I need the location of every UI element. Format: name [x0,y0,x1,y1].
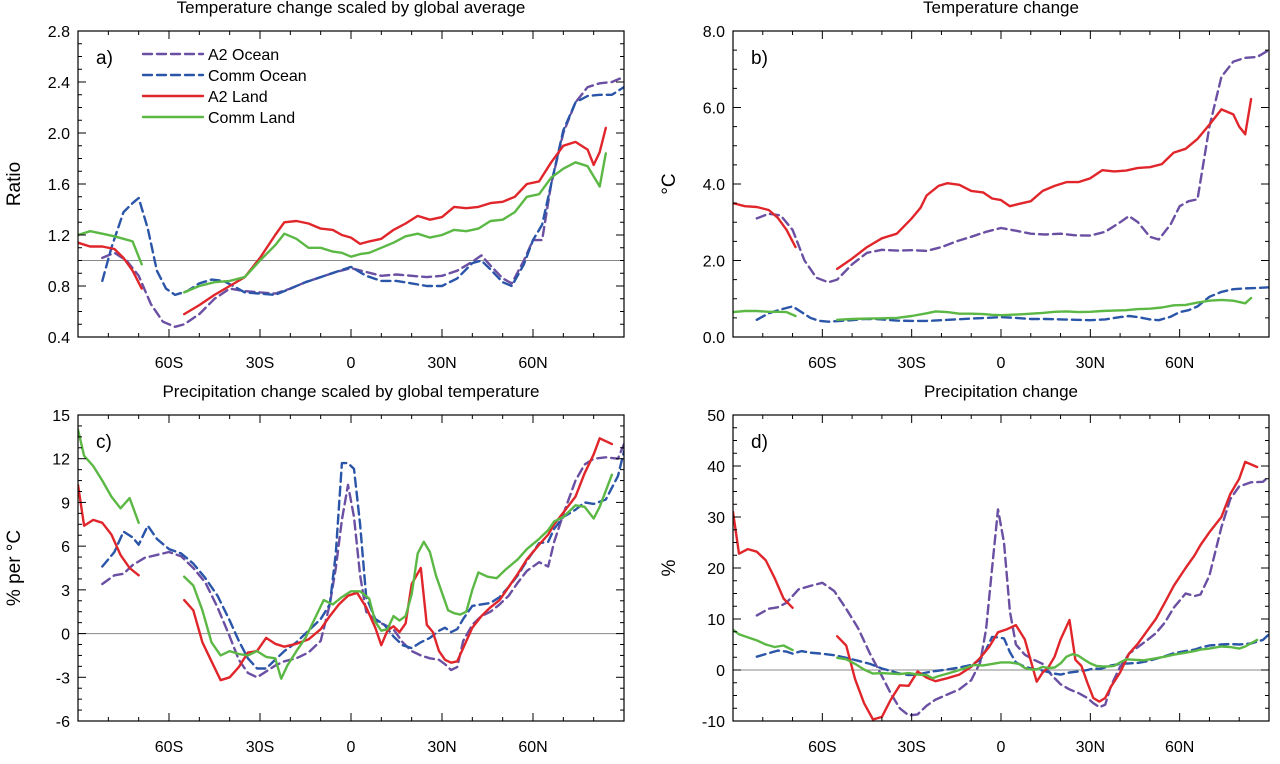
series-line-comm-land [733,628,794,652]
legend: A2 Ocean Comm Ocean A2 Land Comm Land [141,47,307,127]
series-line-a2-land [836,460,1259,721]
series-line-a2-ocean [755,475,1269,717]
series-line-a2-land [836,97,1253,271]
y-tick-label: 0.0 [703,330,725,347]
series-line-a2-ocean [101,75,624,328]
x-tick-label: 30N [1076,355,1105,372]
y-tick-label: 2.8 [48,24,70,41]
y-tick-label: 12 [52,452,70,469]
series-line-comm-land [836,638,1259,680]
y-tick-label: 4.0 [703,177,725,194]
y-tick-label: 0.4 [48,330,70,347]
series-line-a2-ocean [755,48,1269,284]
series-line-a2-land [183,437,614,682]
y-tick-label: 2.4 [48,75,70,92]
panel-label: a) [96,48,113,69]
y-tick-label: 6.0 [703,101,725,118]
x-tick-label: 60N [1165,355,1194,372]
series-line-a2-land [733,201,797,249]
x-tick-label: 60N [518,739,547,756]
panel-b: 0.0 2.0 4.0 6.0 8.0 60S 30S 0 30N 60N Temperature … [659,0,1270,372]
panel-d: -10 0 10 20 30 40 50 60S 30S 0 30N 60N Precipitation… [659,382,1270,756]
y-tick-label: 10 [707,612,725,629]
x-tick-label: 0 [347,739,356,756]
y-axis-label: °C [659,173,680,194]
series-line-a2-land [78,241,143,290]
series-line-comm-land [183,152,607,294]
series-line-comm-land [836,296,1253,321]
x-tick-label: 30S [897,355,925,372]
plot-frame [732,414,1270,722]
y-tick-label: 40 [707,459,725,476]
y-tick-label: 1.2 [48,228,70,245]
plot-frame [732,30,1270,338]
legend-label: A2 Land [208,89,268,106]
x-tick-label: 60S [155,355,183,372]
chart-title: Precipitation change scaled by global te… [162,382,539,401]
y-tick-label: 3 [61,583,70,600]
x-tick-label: 0 [347,355,356,372]
series-line-comm-ocean [755,286,1269,323]
y-tick-label: -3 [56,670,70,687]
y-tick-label: 1.6 [48,177,70,194]
y-tick-label: 2.0 [703,254,725,271]
panel-label: d) [751,432,768,453]
x-tick-label: 0 [997,739,1006,756]
series-line-a2-land [183,126,607,316]
series-line-comm-land [78,230,143,266]
x-tick-label: 60S [808,355,836,372]
legend-label: Comm Land [208,110,295,127]
x-tick-label: 0 [997,355,1006,372]
x-tick-label: 30S [897,739,925,756]
plot-frame [77,30,625,338]
legend-label: Comm Ocean [208,68,307,85]
x-tick-label: 60S [808,739,836,756]
y-tick-label: 0 [61,627,70,644]
panel-label: b) [751,48,768,69]
y-tick-label: 2.0 [48,126,70,143]
series-line-comm-ocean [101,85,624,297]
x-tick-label: 30S [246,739,274,756]
x-tick-label: 30N [1076,739,1105,756]
plot-frame [77,414,625,722]
y-tick-label: 0 [716,663,725,680]
y-tick-label: 9 [61,495,70,512]
legend-label: A2 Ocean [208,47,279,64]
y-axis-label: % [659,559,680,576]
x-tick-label: 30N [427,355,456,372]
y-tick-label: 15 [52,408,70,425]
series-line-comm-land [183,473,614,680]
series-line-comm-ocean [755,633,1269,677]
x-tick-label: 60N [518,355,547,372]
y-tick-label: 30 [707,510,725,527]
chart-title: Temperature change scaled by global aver… [177,0,526,17]
chart-title: Precipitation change [924,382,1078,401]
y-tick-label: -10 [702,714,725,731]
y-tick-label: 8.0 [703,24,725,41]
chart-title: Temperature change [923,0,1079,17]
y-tick-label: -6 [56,714,70,731]
series-line-comm-land [733,309,797,318]
y-axis-label: % per °C [4,530,25,606]
series-line-comm-ocean [101,450,624,670]
series-line-a2-land [78,483,140,577]
panel-a: 0.4 0.8 1.2 1.6 2.0 2.4 2.8 60S 30S 0 30N 60N Temper… [4,0,625,372]
x-tick-label: 60S [155,739,183,756]
series-line-a2-land [733,510,794,609]
y-tick-label: 50 [707,408,725,425]
y-tick-label: 20 [707,561,725,578]
x-tick-label: 30N [427,739,456,756]
y-tick-label: 6 [61,539,70,556]
panel-label: c) [96,432,112,453]
y-axis-label: Ratio [4,162,25,206]
y-tick-label: 0.8 [48,279,70,296]
x-tick-label: 30S [246,355,274,372]
series-line-comm-land [78,428,140,524]
panel-c: -6 -3 0 3 6 9 12 15 60S 30S 0 30N 60N Precipitation c… [4,382,625,756]
x-tick-label: 60N [1165,739,1194,756]
